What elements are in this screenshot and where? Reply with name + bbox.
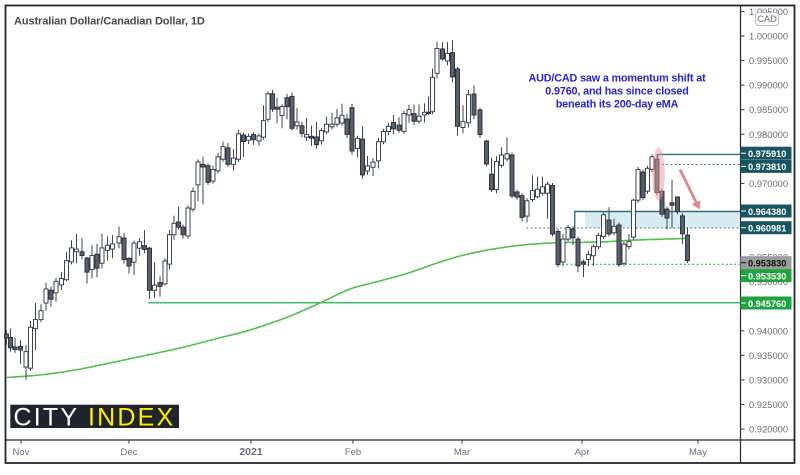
svg-text:0.964380: 0.964380 bbox=[748, 207, 786, 217]
svg-text:0.980000: 0.980000 bbox=[749, 129, 788, 140]
svg-text:0.920000: 0.920000 bbox=[749, 424, 788, 435]
svg-text:0.945760: 0.945760 bbox=[748, 299, 786, 309]
svg-text:CITY INDEX: CITY INDEX bbox=[14, 403, 176, 431]
svg-text:0.990000: 0.990000 bbox=[749, 80, 788, 91]
svg-text:0.953830: 0.953830 bbox=[748, 259, 786, 269]
svg-text:0.995000: 0.995000 bbox=[749, 55, 788, 66]
svg-text:0.930000: 0.930000 bbox=[749, 374, 788, 385]
svg-text:0.973810: 0.973810 bbox=[748, 162, 786, 172]
svg-text:0.975910: 0.975910 bbox=[748, 149, 786, 159]
svg-text:Australian Dollar/Canadian Dol: Australian Dollar/Canadian Dollar, 1D bbox=[14, 16, 205, 28]
svg-text:Apr: Apr bbox=[575, 447, 590, 458]
svg-text:0.9760, and has since closed: 0.9760, and has since closed bbox=[545, 86, 688, 98]
svg-text:0.925000: 0.925000 bbox=[749, 399, 788, 410]
svg-text:0.953530: 0.953530 bbox=[748, 271, 786, 281]
svg-text:Mar: Mar bbox=[454, 447, 470, 458]
svg-text:Feb: Feb bbox=[345, 447, 361, 458]
svg-text:Dec: Dec bbox=[121, 447, 138, 458]
svg-text:1.005000: 1.005000 bbox=[749, 6, 788, 17]
svg-text:AUD/CAD saw a momentum shift a: AUD/CAD saw a momentum shift at bbox=[528, 73, 706, 85]
svg-text:0.970000: 0.970000 bbox=[749, 178, 788, 189]
svg-text:Nov: Nov bbox=[13, 447, 30, 458]
svg-text:0.985000: 0.985000 bbox=[749, 104, 788, 115]
svg-text:2021: 2021 bbox=[239, 446, 263, 458]
svg-text:beneath its 200-day eMA: beneath its 200-day eMA bbox=[556, 99, 679, 111]
svg-text:May: May bbox=[689, 447, 707, 458]
svg-text:CAD: CAD bbox=[757, 13, 777, 24]
svg-text:1.000000: 1.000000 bbox=[749, 31, 788, 42]
svg-text:0.935000: 0.935000 bbox=[749, 350, 788, 361]
svg-text:0.940000: 0.940000 bbox=[749, 325, 788, 336]
svg-text:0.960981: 0.960981 bbox=[748, 224, 786, 234]
